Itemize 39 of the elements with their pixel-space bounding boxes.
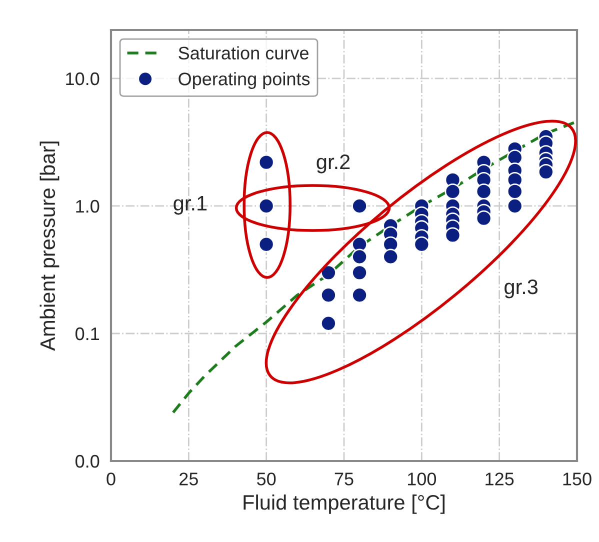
point	[258, 236, 274, 252]
point	[382, 248, 399, 265]
x-tick-label: 100	[408, 472, 436, 486]
legend-label: Saturation curve	[178, 46, 308, 60]
y-tick-label: 1.0	[76, 200, 100, 213]
point	[320, 287, 336, 304]
point	[414, 236, 430, 252]
line-series	[172, 120, 577, 414]
x-tick-label: 150	[563, 472, 592, 486]
point	[258, 154, 274, 170]
point	[352, 198, 368, 214]
annotation: gr.3	[504, 279, 538, 298]
point	[444, 227, 461, 244]
annotation: gr.1	[174, 196, 207, 215]
x-tick-label: 125	[486, 472, 514, 486]
point	[538, 164, 554, 180]
point	[352, 248, 368, 265]
y-tick-label: 0.1	[75, 327, 100, 340]
point	[506, 198, 523, 214]
x-axis-title: Fluid temperature [°C]	[244, 494, 445, 514]
point	[476, 210, 492, 226]
point	[352, 287, 368, 304]
y-tick-label: 0.0	[75, 454, 100, 468]
point	[320, 264, 336, 281]
annotation: gr.2	[316, 154, 350, 174]
x-tick-label: 50	[257, 472, 276, 486]
point	[444, 183, 461, 200]
point	[476, 183, 492, 200]
x-tick-label: 75	[334, 472, 354, 486]
x-tick-label: 0	[106, 472, 116, 486]
point	[320, 315, 336, 332]
point	[352, 264, 368, 281]
point	[506, 183, 523, 200]
point	[258, 198, 274, 214]
x-tick-label: 25	[180, 472, 198, 486]
legend-label: Operating points	[178, 72, 310, 89]
y-axis-title: Ambient pressure [bar]	[40, 142, 60, 351]
y-tick-label: 10.0	[66, 72, 100, 86]
point	[506, 150, 523, 166]
